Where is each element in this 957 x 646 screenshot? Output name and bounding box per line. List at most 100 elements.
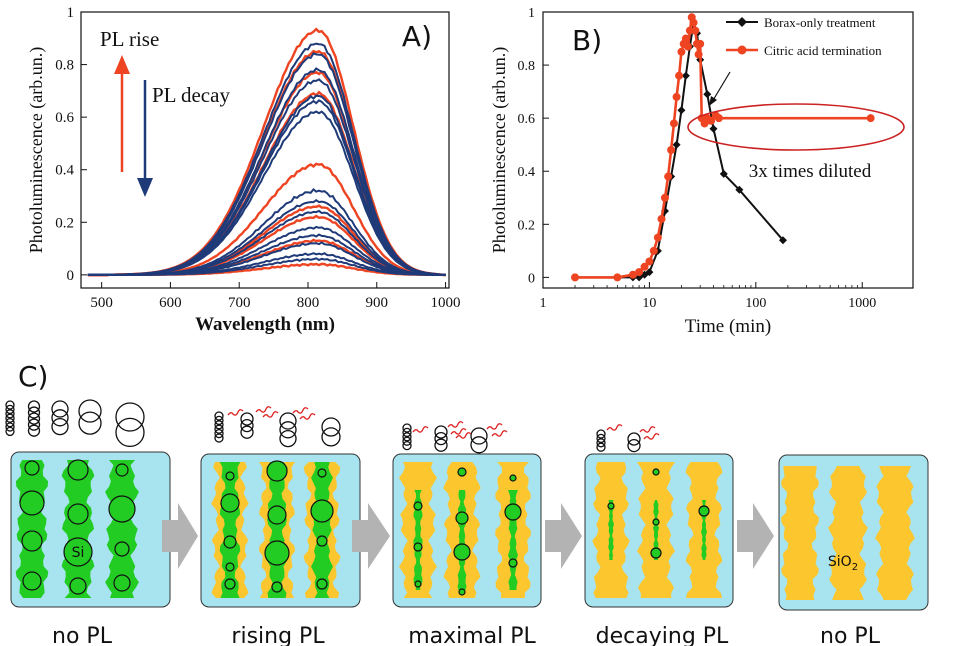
emission-squiggle: [262, 411, 279, 418]
si-label: Si: [72, 545, 85, 561]
emission-squiggle: [292, 407, 309, 414]
a-y-tick-label: 0.8: [55, 58, 74, 74]
citric-point: [689, 18, 698, 27]
size-circle: [279, 412, 297, 430]
si-nanocrystal: [224, 578, 236, 590]
size-circle: [279, 421, 297, 439]
borax-line: [575, 22, 784, 279]
b-y-tick-label: 0: [528, 271, 535, 286]
citric-point: [683, 42, 692, 51]
panel-a-x-ticks: 500 600 700 800 900 1000: [90, 282, 461, 311]
a-x-tick-label: 900: [366, 295, 389, 311]
citric-point: [672, 92, 681, 101]
a-y-tick-label: 0.4: [55, 163, 74, 179]
emission-squiggle: [486, 423, 503, 430]
si-nanocrystal: [69, 577, 87, 595]
size-circle: [51, 417, 69, 436]
emission-squiggle: [643, 433, 660, 440]
borax-point: [672, 140, 681, 149]
citric-point: [660, 193, 669, 202]
si-nanocrystal: [22, 571, 42, 591]
panel-b: 1 10 100 1000 00.20.40.60.81 B) Time (min) …: [489, 6, 914, 337]
citric-point: [677, 47, 686, 56]
size-circle: [27, 406, 41, 419]
size-circle: [115, 417, 145, 448]
size-circle: [470, 427, 488, 445]
size-circle: [321, 417, 341, 437]
b-y-tick-label: 0.2: [518, 218, 536, 233]
size-circle: [214, 428, 224, 439]
emission-squiggle: [255, 406, 272, 413]
size-circle: [27, 424, 41, 437]
emission-squiggle: [447, 421, 464, 428]
size-circle: [402, 440, 412, 451]
si-nanocrystal: [650, 547, 662, 559]
size-circle: [5, 422, 15, 432]
emission-squiggle: [299, 413, 316, 420]
size-circle: [402, 423, 412, 433]
panel-a-curves: [87, 27, 446, 277]
size-circle: [402, 436, 412, 446]
si-nanocrystal: [108, 495, 136, 523]
a-y-tick-label: 0.2: [55, 215, 74, 231]
panel-a-frame: [80, 11, 450, 289]
si-nanocrystal: [413, 501, 423, 511]
pl-decay-arrow: [137, 80, 153, 197]
emission-squiggle: [455, 432, 472, 439]
b-x-tick-label: 1: [540, 296, 547, 311]
si-nanocrystal: [19, 490, 45, 516]
size-circle: [5, 400, 15, 410]
si-core: [413, 490, 423, 590]
si-nanocrystal: [504, 503, 522, 521]
borax-point: [778, 236, 787, 245]
emission-squiggle: [639, 426, 656, 433]
annotation-arrow: [709, 71, 731, 106]
borax-point: [719, 169, 728, 178]
sio2-nanowire: [828, 466, 868, 600]
size-circle: [115, 402, 145, 432]
panel-a-y-ticks: 0 0.2 0.4 0.6 0.8 1: [55, 5, 87, 284]
a-y-tick-label: 0: [67, 268, 75, 284]
si-core: [653, 500, 659, 560]
si-nanocrystal: [316, 578, 328, 590]
citric-point: [669, 119, 678, 128]
emission-squiggle: [491, 430, 508, 437]
pl-decay-curve-14: [87, 257, 446, 276]
si-nanocrystal: [225, 562, 235, 572]
panel-a: 500 600 700 800 900 1000 0 0.2 0.4 0.6 0.8 1 A) Wa…: [26, 5, 461, 335]
a-x-tick-label: 600: [159, 295, 182, 311]
panel-b-x-ticks: 1 10 100 1000: [540, 282, 876, 311]
citric-point: [649, 246, 658, 255]
si-nanocrystal: [267, 505, 287, 525]
pl-rise-arrow: [114, 55, 130, 172]
size-circle: [27, 400, 41, 413]
diluted-ellipse: [687, 103, 905, 151]
si-nanocrystal: [115, 463, 129, 477]
si-nanocrystal: [225, 471, 235, 481]
size-circle: [51, 400, 69, 418]
si-nanocrystal: [67, 503, 89, 525]
panel-a-y-axis-label: Photoluminescence (arb.un.): [26, 47, 47, 253]
panel-a-x-axis-label: Wavelength (nm): [195, 314, 335, 335]
emission-squiggle: [606, 424, 623, 431]
borax-point: [703, 90, 712, 99]
si-nanocrystal: [607, 502, 615, 510]
si-nanocrystal: [455, 511, 469, 525]
size-circle: [51, 409, 69, 427]
si-nanocrystal: [413, 542, 423, 552]
diluted-annotation: 3x times diluted: [749, 161, 872, 182]
emission-squiggle: [450, 428, 467, 435]
a-x-tick-label: 1000: [431, 295, 461, 311]
sio2-label: SiO2: [828, 554, 858, 573]
si-nanocrystal: [63, 537, 93, 567]
process-arrow-1: [162, 503, 198, 569]
size-circle: [214, 411, 224, 421]
si-nanocrystal: [223, 535, 237, 549]
legend-marker-circle: [737, 45, 747, 55]
borax-point: [709, 124, 718, 133]
citric-point: [696, 39, 705, 48]
citric-point: [675, 71, 684, 80]
si-core: [608, 500, 614, 560]
panel-b-label: B): [572, 24, 602, 57]
si-nanocrystal: [24, 460, 40, 476]
